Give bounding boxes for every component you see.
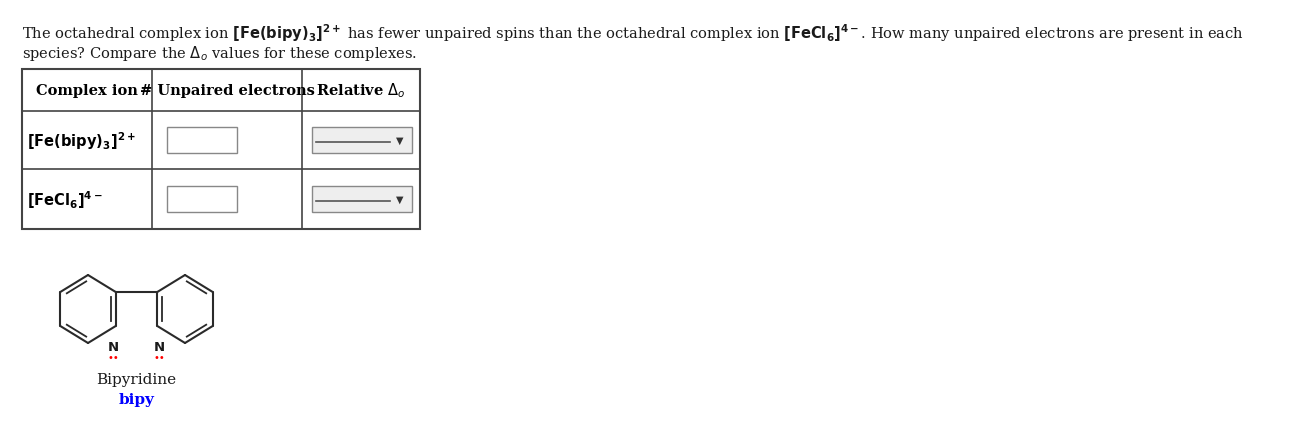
- Text: N: N: [108, 340, 119, 353]
- Text: Relative $\Delta_o$: Relative $\Delta_o$: [316, 81, 406, 100]
- Text: ••: ••: [108, 352, 120, 362]
- Text: The octahedral complex ion $\mathbf{[Fe(bipy)_3]^{2+}}$ has fewer unpaired spins: The octahedral complex ion $\mathbf{[Fe(…: [22, 22, 1244, 43]
- Text: Complex ion: Complex ion: [37, 84, 138, 98]
- Text: # Unpaired electrons: # Unpaired electrons: [140, 84, 314, 98]
- Text: bipy: bipy: [119, 392, 154, 406]
- Bar: [312, 128, 412, 154]
- Text: $\mathbf{[FeCl_6]^{4-}}$: $\mathbf{[FeCl_6]^{4-}}$: [27, 189, 103, 210]
- Text: ▼: ▼: [396, 136, 404, 146]
- Text: Bipyridine: Bipyridine: [96, 372, 176, 386]
- Bar: [22, 70, 420, 230]
- Text: species? Compare the $\Delta_o$ values for these complexes.: species? Compare the $\Delta_o$ values f…: [22, 44, 417, 63]
- Bar: [312, 187, 412, 213]
- Text: ••: ••: [154, 352, 166, 362]
- Text: ▼: ▼: [396, 195, 404, 204]
- Text: N: N: [154, 340, 164, 353]
- Bar: [167, 187, 237, 213]
- Text: $\mathbf{[Fe(bipy)_3]^{2+}}$: $\mathbf{[Fe(bipy)_3]^{2+}}$: [27, 130, 136, 152]
- Bar: [167, 128, 237, 154]
